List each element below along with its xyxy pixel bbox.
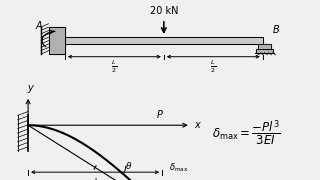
Text: A: A — [36, 21, 42, 31]
Text: y: y — [27, 83, 33, 93]
Text: x: x — [195, 120, 200, 130]
Bar — [258, 44, 271, 49]
Bar — [65, 37, 263, 44]
Text: $\frac{L}{2}$: $\frac{L}{2}$ — [111, 58, 117, 75]
Bar — [49, 27, 65, 54]
Text: $\theta$: $\theta$ — [125, 160, 132, 171]
Bar — [258, 44, 271, 49]
Text: $P$: $P$ — [156, 108, 164, 120]
Bar — [49, 27, 65, 54]
Text: B: B — [273, 25, 280, 35]
Text: $\delta_{\mathrm{max}}$: $\delta_{\mathrm{max}}$ — [169, 161, 188, 174]
Text: $\delta_{\mathrm{max}} = \dfrac{-Pl^3}{3EI}$: $\delta_{\mathrm{max}} = \dfrac{-Pl^3}{3… — [212, 119, 281, 148]
Bar — [256, 49, 273, 53]
Text: $l$: $l$ — [93, 176, 97, 180]
Bar — [65, 37, 263, 44]
Text: $\frac{L}{2}$: $\frac{L}{2}$ — [210, 58, 216, 75]
Bar — [256, 49, 273, 53]
Text: 20 kN: 20 kN — [149, 6, 178, 16]
